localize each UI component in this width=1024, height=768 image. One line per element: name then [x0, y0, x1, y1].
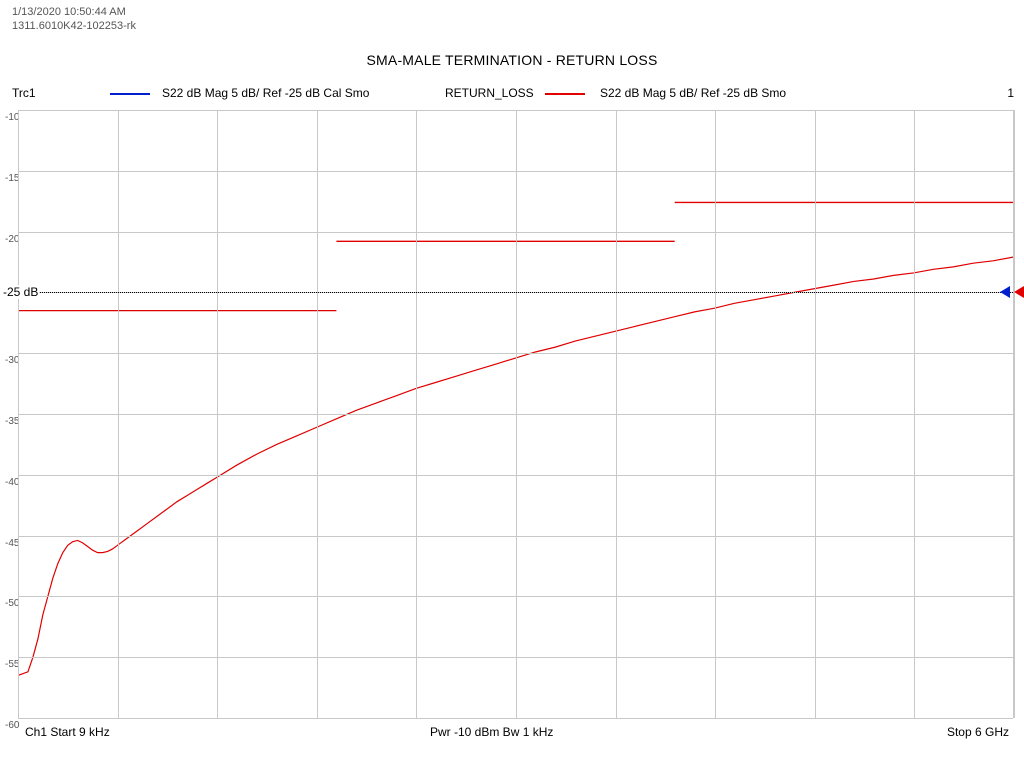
trace-legend-row: Trc1 S22 dB Mag 5 dB/ Ref -25 dB Cal Smo… [0, 86, 1024, 104]
power-bandwidth: Pwr -10 dBm Bw 1 kHz [430, 725, 553, 739]
gridline-v [118, 110, 119, 718]
gridline-v [317, 110, 318, 718]
gridline-v [1014, 110, 1015, 718]
reference-marker [1000, 286, 1010, 298]
gridline-v [815, 110, 816, 718]
trace1-color-line [110, 93, 150, 95]
gridline-v [416, 110, 417, 718]
trace1-desc: S22 dB Mag 5 dB/ Ref -25 dB Cal Smo [162, 86, 369, 100]
gridline-v [217, 110, 218, 718]
reference-label: -25 dB [2, 285, 39, 299]
reference-line [18, 292, 1013, 293]
stop-freq: Stop 6 GHz [947, 725, 1009, 739]
trace1-id: Trc1 [12, 86, 36, 100]
channel-start: Ch1 Start 9 kHz [25, 725, 110, 739]
chart-title: SMA-MALE TERMINATION - RETURN LOSS [0, 52, 1024, 68]
gridline-v [616, 110, 617, 718]
gridline-h [18, 718, 1013, 719]
gridline-v [715, 110, 716, 718]
trace2-id: RETURN_LOSS [445, 86, 534, 100]
gridline-v [18, 110, 19, 718]
gridline-v [914, 110, 915, 718]
gridline-v [516, 110, 517, 718]
plot-area: -10-15-20-30-35-40-45-50-55-60-25 dB [18, 110, 1014, 718]
grid-area: -10-15-20-30-35-40-45-50-55-60-25 dB [18, 110, 1014, 718]
trace2-desc: S22 dB Mag 5 dB/ Ref -25 dB Smo [600, 86, 786, 100]
timestamp: 1/13/2020 10:50:44 AM [12, 6, 126, 18]
bottom-info-row: Ch1 Start 9 kHz Pwr -10 dBm Bw 1 kHz Sto… [0, 725, 1024, 743]
filename: 1311.6010K42-102253-rk [12, 20, 136, 32]
trace-right-number: 1 [1007, 86, 1014, 100]
trace2-color-line [545, 93, 585, 95]
reference-marker [1014, 286, 1024, 298]
